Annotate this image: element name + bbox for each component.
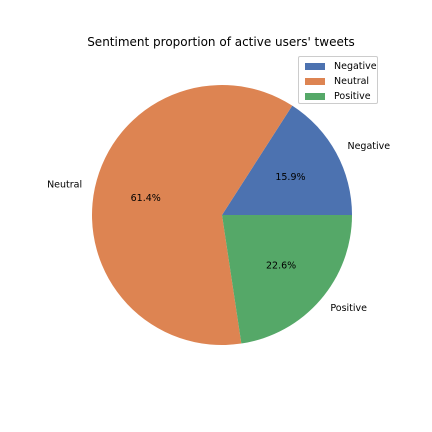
pie-slice-positive (222, 215, 352, 344)
slice-percent-negative: 15.9% (275, 172, 305, 183)
slice-label-negative: Negative (347, 141, 390, 152)
legend-label-neutral: Neutral (334, 75, 370, 87)
pie-slice-negative (222, 105, 352, 215)
slice-label-positive: Positive (330, 303, 367, 314)
legend-item-neutral: Neutral (305, 74, 369, 88)
legend-item-negative: Negative (305, 59, 377, 73)
legend-label-negative: Negative (334, 60, 377, 72)
legend-swatch-negative (305, 62, 325, 70)
legend-label-positive: Positive (334, 90, 371, 102)
legend-swatch-neutral (305, 77, 325, 85)
slice-label-neutral: Neutral (47, 180, 82, 191)
slice-percent-neutral: 61.4% (131, 193, 161, 204)
chart-title: Sentiment proportion of active users' tw… (87, 35, 355, 49)
legend-swatch-positive (305, 92, 325, 100)
slice-percent-positive: 22.6% (266, 260, 296, 271)
chart-legend: Negative Neutral Positive (298, 56, 378, 104)
legend-item-positive: Positive (305, 89, 371, 103)
pie-slice-neutral (92, 85, 293, 346)
